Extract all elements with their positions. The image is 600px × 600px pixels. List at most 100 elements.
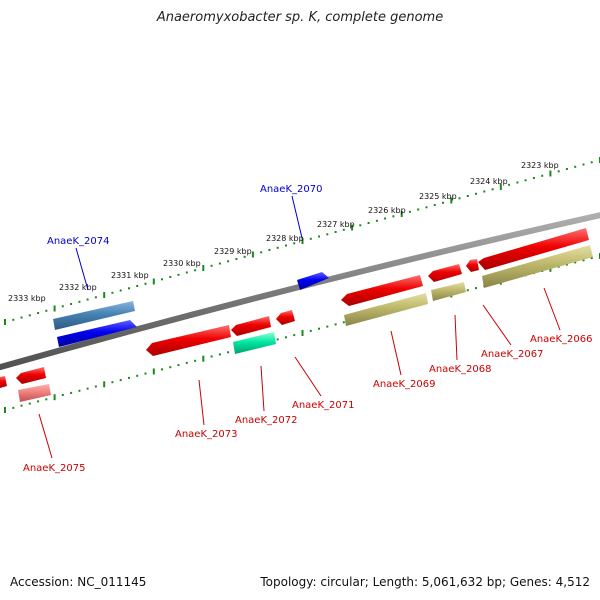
- outer-ring-minor-tick: [326, 233, 329, 236]
- scale-label: 2328 kbp: [266, 234, 304, 243]
- inner-ring-minor-tick: [177, 364, 180, 367]
- outer-ring-minor-tick: [458, 197, 461, 200]
- gene-label-anaek-2068: AnaeK_2068: [429, 364, 491, 375]
- inner-ring-minor-tick: [128, 376, 130, 379]
- inner-ring-minor-tick: [334, 323, 337, 326]
- outer-ring-minor-tick: [367, 222, 370, 224]
- outer-ring-minor-tick: [557, 170, 560, 173]
- outer-ring-major-tick: [103, 292, 106, 298]
- inner-ring-minor-tick: [169, 366, 172, 369]
- inner-ring-minor-tick: [28, 402, 31, 405]
- outer-ring-major-tick: [549, 170, 552, 177]
- inner-ring-minor-tick: [144, 372, 147, 375]
- leader-anaek-2075: [38, 413, 53, 459]
- inner-ring-minor-tick: [78, 389, 81, 392]
- outer-ring-minor-tick: [218, 262, 221, 265]
- outer-ring-minor-tick: [260, 251, 263, 254]
- outer-ring-minor-tick: [12, 318, 15, 321]
- gene-label-anaek-2071: AnaeK_2071: [292, 400, 354, 411]
- gene-label-anaek-2075: AnaeK_2075: [23, 463, 85, 474]
- inner-ring-minor-tick: [475, 287, 477, 290]
- outer-ring-major-tick: [450, 197, 453, 204]
- inner-ring-minor-tick: [136, 374, 139, 377]
- scale-label: 2331 kbp: [111, 271, 149, 280]
- outer-ring-minor-tick: [128, 287, 130, 290]
- outer-ring-major-tick: [499, 184, 502, 190]
- inner-ring-minor-tick: [161, 368, 163, 371]
- outer-ring-minor-tick: [508, 183, 511, 186]
- gene-label-anaek-2073: AnaeK_2073: [175, 429, 237, 440]
- gene-bar-anaek-2069-olive: [344, 293, 428, 326]
- inner-ring-minor-tick: [45, 398, 48, 401]
- outer-ring-minor-tick: [433, 204, 436, 206]
- outer-ring-minor-tick: [111, 291, 114, 294]
- outer-ring-minor-tick: [475, 192, 477, 195]
- inner-ring-minor-tick: [194, 359, 197, 362]
- outer-ring-minor-tick: [524, 179, 527, 182]
- outer-ring-minor-tick: [78, 300, 81, 303]
- inner-ring-minor-tick: [309, 329, 312, 332]
- outer-ring-minor-tick: [392, 215, 395, 218]
- outer-ring-major-tick: [202, 265, 205, 271]
- outer-ring-major-tick: [351, 224, 354, 231]
- scale-label: 2324 kbp: [470, 177, 508, 186]
- map-title: Anaeromyxobacter sp. K, complete genome: [156, 10, 444, 25]
- outer-ring-minor-tick: [194, 269, 197, 272]
- outer-ring-minor-tick: [532, 177, 535, 179]
- inner-ring-minor-tick: [285, 336, 287, 339]
- forward-strand-features: [53, 272, 329, 347]
- outer-ring-minor-tick: [318, 235, 320, 238]
- leader-anaek-2068: [454, 314, 458, 361]
- scale-label: 2326 kbp: [368, 206, 406, 215]
- inner-ring-minor-tick: [94, 385, 97, 388]
- outer-ring-minor-tick: [425, 206, 428, 209]
- inner-ring-minor-tick: [37, 400, 40, 403]
- scale-label: 2325 kbp: [419, 192, 457, 201]
- outer-ring-major-tick: [4, 319, 6, 325]
- gene-label-anaek-2072: AnaeK_2072: [235, 415, 297, 426]
- leader-anaek-2066: [543, 287, 561, 331]
- gene-arrow-anaek-2075: [16, 367, 46, 384]
- outer-ring-minor-tick: [268, 249, 271, 251]
- inner-ring-major-tick: [152, 368, 155, 375]
- outer-ring-minor-tick: [144, 282, 147, 285]
- inner-ring-major-tick: [202, 355, 205, 362]
- outer-ring-minor-tick: [466, 195, 469, 197]
- gene-arrow-anaek-2074: [57, 320, 137, 347]
- outer-ring-minor-tick: [276, 246, 279, 249]
- gene-arrow-anaek-2071: [276, 310, 295, 325]
- gene-bar-anaek-2068-olive: [431, 282, 466, 301]
- outer-ring-minor-tick: [210, 264, 213, 267]
- gene-label-anaek-2066: AnaeK_2066: [530, 334, 592, 345]
- outer-ring-minor-tick: [590, 161, 593, 164]
- outer-ring-minor-tick: [20, 316, 23, 319]
- outer-ring-minor-tick: [541, 174, 544, 177]
- inner-ring-minor-tick: [565, 263, 568, 266]
- gene-arrow-anaek-2068: [428, 264, 462, 282]
- tick-layer: [4, 157, 600, 413]
- gene-label-anaek-2070: AnaeK_2070: [260, 184, 322, 195]
- inner-ring-minor-tick: [12, 406, 15, 409]
- outer-ring-minor-tick: [417, 208, 420, 211]
- outer-ring-minor-tick: [491, 188, 494, 191]
- outer-ring-minor-tick: [574, 165, 577, 168]
- outer-ring-minor-tick: [375, 219, 378, 222]
- outer-ring-minor-tick: [285, 244, 287, 247]
- outer-ring-minor-tick: [119, 289, 122, 292]
- outer-ring-minor-tick: [334, 231, 337, 233]
- outer-ring-minor-tick: [94, 296, 97, 299]
- outer-ring-minor-tick: [483, 190, 486, 193]
- outer-ring-major-tick: [301, 238, 304, 244]
- outer-ring-minor-tick: [86, 298, 89, 301]
- outer-ring-major-tick: [400, 211, 403, 217]
- inner-ring-minor-tick: [342, 321, 345, 324]
- scale-label: 2333 kbp: [8, 294, 46, 303]
- outer-ring-minor-tick: [185, 271, 188, 274]
- leader-anaek-2070: [291, 195, 303, 239]
- label-leader-lines: [38, 195, 561, 459]
- gene-bar-anaek-2066-olive: [482, 245, 593, 288]
- gene-arrow-anaek-2072: [231, 316, 271, 336]
- outer-ring-minor-tick: [161, 278, 163, 281]
- inner-ring-minor-tick: [574, 261, 577, 264]
